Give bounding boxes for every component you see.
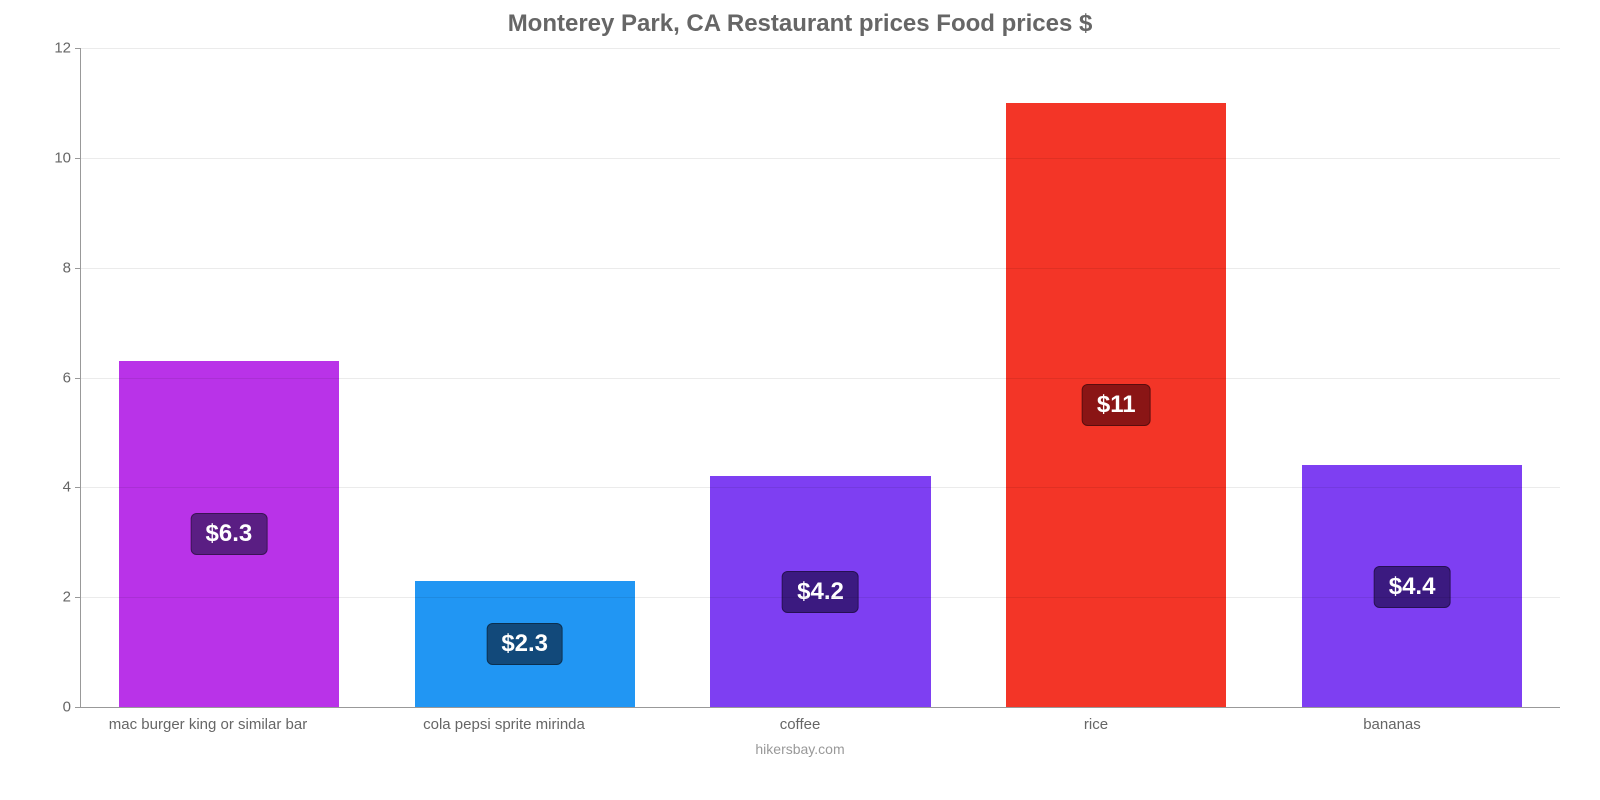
chart-title: Monterey Park, CA Restaurant prices Food… [20, 10, 1580, 38]
bar: $2.3 [415, 581, 635, 707]
xlabel: cola pepsi sprite mirinda [423, 716, 585, 733]
ytick-label: 0 [63, 699, 81, 716]
xlabel: coffee [780, 716, 821, 733]
bar-value-badge: $2.3 [486, 623, 563, 665]
gridline [81, 268, 1560, 269]
plot-area: $6.3$2.3$4.2$11$4.4 024681012 [80, 48, 1560, 708]
bar: $6.3 [119, 361, 339, 707]
ytick-label: 8 [63, 259, 81, 276]
xlabel: mac burger king or similar bar [109, 716, 307, 733]
bar: $4.2 [710, 476, 930, 707]
gridline [81, 597, 1560, 598]
bar-value-badge: $11 [1082, 384, 1151, 426]
ytick-label: 6 [63, 369, 81, 386]
gridline [81, 487, 1560, 488]
chart-container: Monterey Park, CA Restaurant prices Food… [0, 0, 1600, 800]
gridline [81, 48, 1560, 49]
credit-text: hikersbay.com [0, 741, 1600, 757]
bar-value-badge: $6.3 [191, 513, 268, 555]
xlabel: bananas [1363, 716, 1421, 733]
ytick-label: 12 [54, 40, 81, 57]
bar-value-badge: $4.4 [1374, 566, 1451, 608]
bar: $11 [1006, 103, 1226, 707]
bar-value-badge: $4.2 [782, 571, 859, 613]
ytick-label: 10 [54, 149, 81, 166]
bar: $4.4 [1302, 465, 1522, 707]
ytick-label: 4 [63, 479, 81, 496]
xlabel: rice [1084, 716, 1108, 733]
plot-inner: $6.3$2.3$4.2$11$4.4 024681012 [80, 48, 1560, 708]
ytick-label: 2 [63, 589, 81, 606]
gridline [81, 378, 1560, 379]
gridline [81, 158, 1560, 159]
